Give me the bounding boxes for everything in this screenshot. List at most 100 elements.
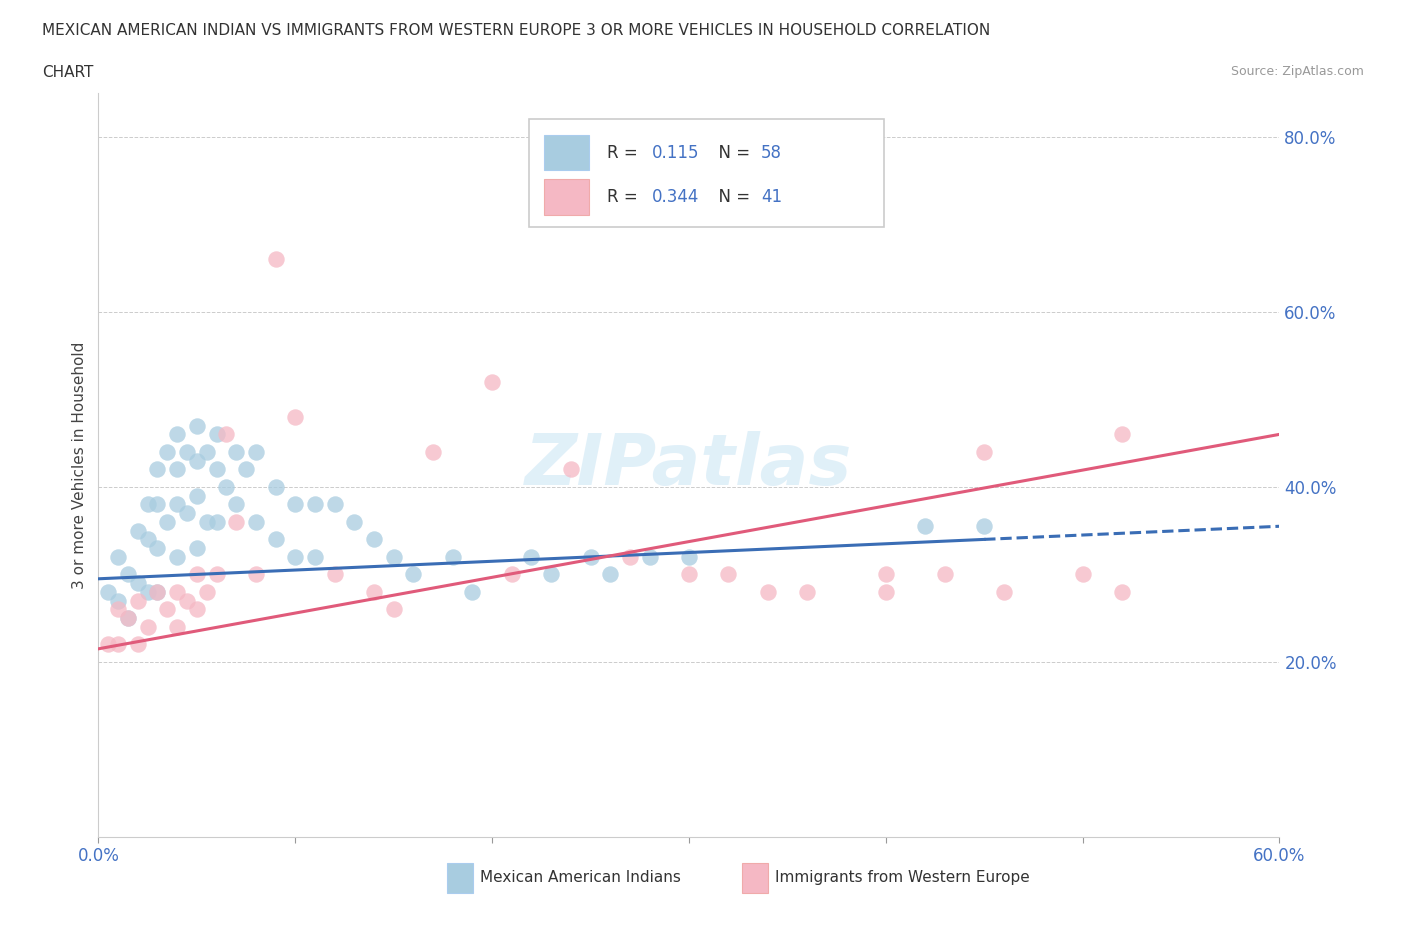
Point [264,252,287,267]
Point [973,519,995,534]
Point [619,550,641,565]
Point [875,584,897,599]
Point [146,540,169,555]
FancyBboxPatch shape [530,119,884,227]
Point [560,462,582,477]
Point [875,567,897,582]
Point [107,550,129,565]
Point [678,550,700,565]
Point [343,514,366,529]
Text: 41: 41 [761,188,782,206]
Point [146,584,169,599]
Point [117,567,139,582]
Point [166,497,188,512]
Point [146,497,169,512]
Point [481,375,503,390]
Point [97,637,120,652]
Point [117,611,139,626]
Text: Mexican American Indians: Mexican American Indians [479,870,681,885]
Point [127,576,149,591]
Point [678,567,700,582]
FancyBboxPatch shape [742,863,768,893]
Text: MEXICAN AMERICAN INDIAN VS IMMIGRANTS FROM WESTERN EUROPE 3 OR MORE VEHICLES IN : MEXICAN AMERICAN INDIAN VS IMMIGRANTS FR… [42,23,990,38]
Point [107,637,129,652]
Point [973,445,995,459]
Point [235,462,257,477]
Point [520,550,543,565]
Point [934,567,956,582]
FancyBboxPatch shape [544,179,589,215]
Point [166,427,188,442]
Text: CHART: CHART [42,65,94,80]
Point [205,427,228,442]
Point [136,584,159,599]
Point [186,540,208,555]
Point [264,532,287,547]
Text: N =: N = [707,188,755,206]
Point [176,445,198,459]
Text: Immigrants from Western Europe: Immigrants from Western Europe [775,870,1031,885]
Point [215,427,238,442]
Text: Source: ZipAtlas.com: Source: ZipAtlas.com [1230,65,1364,78]
Point [245,514,267,529]
FancyBboxPatch shape [447,863,472,893]
Point [245,445,267,459]
Point [402,567,425,582]
Point [156,445,179,459]
Point [97,584,120,599]
Point [796,584,818,599]
Point [363,532,385,547]
Point [717,567,740,582]
Point [186,453,208,468]
Point [186,567,208,582]
Point [1111,427,1133,442]
Point [136,532,159,547]
Text: R =: R = [607,143,644,162]
Point [146,584,169,599]
Point [501,567,523,582]
Point [205,514,228,529]
Point [186,602,208,617]
Point [422,445,444,459]
Text: 0.115: 0.115 [652,143,700,162]
Point [127,593,149,608]
Point [1111,584,1133,599]
Point [166,619,188,634]
Point [323,567,346,582]
Point [117,611,139,626]
Point [176,593,198,608]
Point [1071,567,1094,582]
Text: R =: R = [607,188,644,206]
Point [166,550,188,565]
Point [284,550,307,565]
Point [323,497,346,512]
Point [363,584,385,599]
Point [638,550,661,565]
Point [579,550,602,565]
Point [264,480,287,495]
Point [156,514,179,529]
Point [136,619,159,634]
Point [127,637,149,652]
Y-axis label: 3 or more Vehicles in Household: 3 or more Vehicles in Household [72,341,87,589]
Point [284,497,307,512]
Point [304,550,326,565]
Point [225,497,247,512]
Point [993,584,1015,599]
Text: 58: 58 [761,143,782,162]
Point [461,584,484,599]
Text: ZIPatlas: ZIPatlas [526,431,852,499]
Point [136,497,159,512]
Point [195,584,218,599]
Point [382,602,405,617]
Point [205,462,228,477]
Point [176,506,198,521]
Point [225,445,247,459]
Point [205,567,228,582]
Point [127,524,149,538]
Point [107,593,129,608]
Point [156,602,179,617]
Point [540,567,562,582]
Point [107,602,129,617]
Text: 0.344: 0.344 [652,188,700,206]
